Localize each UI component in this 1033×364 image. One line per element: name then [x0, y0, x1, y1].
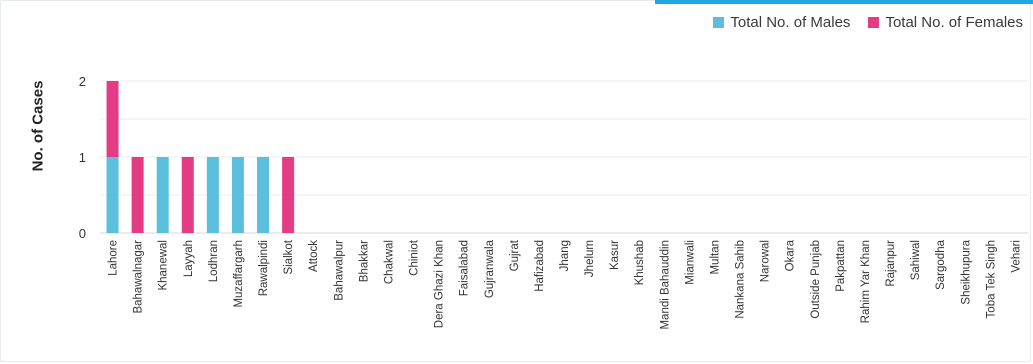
bar-males	[156, 157, 169, 233]
bar-females	[131, 157, 144, 233]
x-tick-label: Pakpattan	[835, 240, 847, 292]
x-tick-label: Multan	[709, 240, 721, 275]
x-tick-label: Sargodha	[935, 239, 947, 289]
x-tick-label: Khanewal	[158, 240, 170, 291]
y-tick-label: 1	[79, 150, 86, 165]
x-tick-label: Outside Punjab	[810, 240, 822, 319]
x-tick-label: Hafizabad	[534, 240, 546, 292]
legend-swatch-males	[713, 17, 725, 28]
x-tick-label: Bahawalnagar	[133, 240, 145, 314]
legend-swatch-females	[868, 17, 880, 28]
x-tick-label: Mandi Bahauddin	[659, 240, 671, 330]
x-tick-label: Mianwali	[684, 240, 696, 285]
legend-label-females: Total No. of Females	[885, 14, 1023, 31]
x-tick-label: Muzaffargarh	[233, 240, 245, 308]
x-tick-label: Jhelum	[584, 240, 596, 277]
x-tick-label: Rahim Yar Khan	[860, 240, 872, 323]
legend-item-males: Total No. of Males	[713, 14, 850, 31]
x-tick-label: Jhang	[559, 240, 571, 271]
x-tick-label: Kasur	[609, 240, 621, 270]
bar-females	[106, 81, 119, 157]
bar-females	[282, 157, 295, 233]
x-tick-label: Toba Tek Singh	[985, 240, 997, 318]
x-tick-label: Lodhran	[208, 240, 220, 282]
bar-females	[181, 157, 194, 233]
bar-males	[257, 157, 270, 233]
x-tick-label: Attock	[308, 240, 320, 272]
x-tick-label: Sheikhupura	[960, 239, 972, 304]
x-tick-label: Lahore	[108, 240, 120, 276]
x-tick-label: Rawalpindi	[258, 240, 270, 296]
x-tick-label: Khushab	[634, 240, 646, 285]
chart-legend: Total No. of Males Total No. of Females	[713, 14, 1023, 31]
x-tick-label: Chiniot	[409, 239, 421, 276]
y-tick-label: 2	[79, 74, 86, 89]
x-tick-label: Rajanpur	[885, 240, 897, 287]
x-tick-label: Okara	[785, 239, 797, 271]
legend-label-males: Total No. of Males	[730, 14, 851, 31]
x-tick-label: Sialkot	[283, 239, 295, 274]
x-tick-label: Faisalabad	[459, 240, 471, 296]
x-tick-label: Nankana Sahib	[735, 240, 747, 319]
x-tick-label: Bhakkar	[358, 240, 370, 282]
x-tick-label: Chakwal	[383, 240, 395, 284]
x-tick-label: Dera Ghazi Khan	[434, 240, 446, 328]
y-tick-label: 0	[79, 226, 86, 241]
x-tick-label: Sahiwal	[910, 240, 922, 280]
x-tick-label: Gujranwala	[484, 239, 496, 298]
x-tick-label: Gujrat	[509, 239, 521, 271]
x-tick-label: Bahawalpur	[333, 240, 345, 301]
x-tick-label: Narowal	[760, 240, 772, 282]
bar-males	[231, 157, 244, 233]
bar-males	[206, 157, 219, 233]
top-accent-bar	[655, 0, 1033, 4]
legend-item-females: Total No. of Females	[868, 14, 1023, 31]
x-tick-label: Vehari	[1010, 240, 1022, 273]
x-tick-label: Layyah	[183, 240, 195, 277]
bar-males	[106, 157, 119, 233]
